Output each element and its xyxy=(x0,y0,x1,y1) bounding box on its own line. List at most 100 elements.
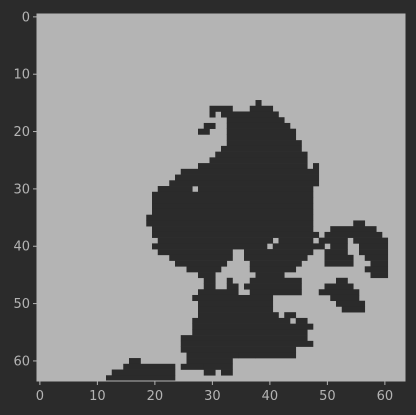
y-tick-label: 20 xyxy=(13,125,30,140)
heatmap-cell-run xyxy=(359,243,389,250)
heatmap-cell-run xyxy=(370,272,389,279)
heatmap-cell-run xyxy=(123,363,176,370)
heatmap-cell-run xyxy=(255,352,297,359)
heatmap-cell-run xyxy=(209,105,233,112)
heatmap-cell-run xyxy=(203,283,216,290)
heatmap-cell-run xyxy=(324,254,354,261)
heatmap-cell-run xyxy=(198,300,274,307)
heatmap-cell-run xyxy=(249,260,302,267)
heatmap-cell-run xyxy=(192,323,314,330)
heatmap-cell-run xyxy=(180,335,308,342)
x-tick-label: 40 xyxy=(262,389,279,404)
heatmap-cell-run xyxy=(198,306,274,313)
heatmap-cell-run xyxy=(215,151,308,158)
heatmap-cell-run xyxy=(180,340,314,347)
heatmap-cell-run xyxy=(226,122,291,129)
heatmap-cell-run xyxy=(284,312,297,319)
heatmap-cell-run xyxy=(175,260,228,267)
heatmap-cell-run xyxy=(152,191,314,198)
heatmap-cell-run xyxy=(330,243,348,250)
heatmap-cell-run xyxy=(198,312,279,319)
heatmap-cell-run xyxy=(278,237,314,244)
heatmap-cell-run xyxy=(157,237,274,244)
heatmap-cell-run xyxy=(180,346,297,353)
heatmap-cell-run xyxy=(336,300,366,307)
heatmap-cell-run xyxy=(209,111,216,118)
heatmap-cell-run xyxy=(152,243,268,250)
y-tick-label: 10 xyxy=(13,68,30,83)
heatmap-cell-run xyxy=(249,105,274,112)
heatmap-cell-run xyxy=(249,266,297,273)
heatmap-cell-run xyxy=(221,111,279,118)
heatmap-cell-run xyxy=(198,289,239,296)
heatmap-cell-run xyxy=(226,134,297,141)
x-tick-label: 0 xyxy=(36,389,44,404)
heatmap-cell-run xyxy=(238,352,256,359)
heatmap-cell-run xyxy=(370,260,389,267)
heatmap-cell-run xyxy=(157,186,193,193)
heatmap-cell-run xyxy=(209,157,308,164)
y-tick-label: 30 xyxy=(13,182,30,197)
heatmap-cell-run xyxy=(226,277,233,284)
heatmap-cell-run xyxy=(295,317,308,324)
x-tick-label: 60 xyxy=(377,389,394,404)
heatmap-cells xyxy=(106,100,389,382)
heatmap-cell-run xyxy=(152,197,314,204)
heatmap-cell-run xyxy=(336,277,348,284)
heatmap-cell-run xyxy=(226,283,239,290)
heatmap-cell-run xyxy=(111,369,176,376)
heatmap-cell-run xyxy=(221,369,233,376)
heatmap-cell-run xyxy=(364,254,389,261)
x-tick-label: 30 xyxy=(204,389,221,404)
heatmap-cell-run xyxy=(318,289,360,296)
heatmap-cell-run xyxy=(152,226,314,233)
heatmap-cell-run xyxy=(244,249,314,256)
x-axis: 0 10 20 30 40 50 60 xyxy=(36,381,393,404)
heatmap-cell-run xyxy=(249,277,302,284)
heatmap-cell-run xyxy=(198,163,308,170)
y-axis: 0 10 20 30 40 50 60 xyxy=(13,10,37,369)
heatmap-cell-run xyxy=(129,358,141,365)
heatmap-cell-run xyxy=(192,317,291,324)
heatmap-cell-run xyxy=(255,272,285,279)
heatmap-cell-run xyxy=(226,128,297,135)
x-tick-label: 50 xyxy=(319,389,336,404)
heatmap-cell-run xyxy=(244,283,302,290)
heatmap-cell-run xyxy=(221,363,233,370)
heatmap-cell-run xyxy=(244,254,308,261)
heatmap-cell-run xyxy=(203,369,216,376)
heatmap-cell-run xyxy=(203,363,222,370)
x-tick-label: 20 xyxy=(147,389,164,404)
heatmap-cell-run xyxy=(221,145,302,152)
x-tick-label: 10 xyxy=(89,389,106,404)
y-tick-label: 50 xyxy=(13,297,30,312)
heatmap-cell-run xyxy=(324,249,348,256)
heatmap-cell-run xyxy=(186,358,233,365)
heatmap-cell-run xyxy=(169,180,320,187)
heatmap-cell-run xyxy=(157,249,233,256)
heatmap-cell-run xyxy=(152,231,320,238)
heatmap-cell-run xyxy=(203,277,216,284)
y-tick-label: 40 xyxy=(13,240,30,255)
heatmap-cell-run xyxy=(330,226,377,233)
heatmap-cell-run xyxy=(226,117,285,124)
heatmap-cell-run xyxy=(175,174,320,181)
heatmap-cell-run xyxy=(198,186,314,193)
heatmap-cell-run xyxy=(249,289,302,296)
heatmap-cell-run xyxy=(106,375,176,382)
heatmap-cell-run xyxy=(180,363,205,370)
heatmap-cell-run xyxy=(198,128,210,135)
heatmap-cell-run xyxy=(353,237,389,244)
heatmap-cell-run xyxy=(318,237,348,244)
heatmap-cell-run xyxy=(186,352,239,359)
heatmap-cell-run xyxy=(226,140,302,147)
heatmap-cell-run xyxy=(192,329,308,336)
heatmap-cell-run xyxy=(324,283,354,290)
heatmap-cell-run xyxy=(272,243,325,250)
heatmap-cell-run xyxy=(152,208,314,215)
heatmap-cell-run xyxy=(353,220,366,227)
heatmap-cell-run xyxy=(341,306,366,313)
heatmap-cell-run xyxy=(359,249,389,256)
heatmap-cell-run xyxy=(198,272,216,279)
heatmap-cell-run xyxy=(146,220,314,227)
